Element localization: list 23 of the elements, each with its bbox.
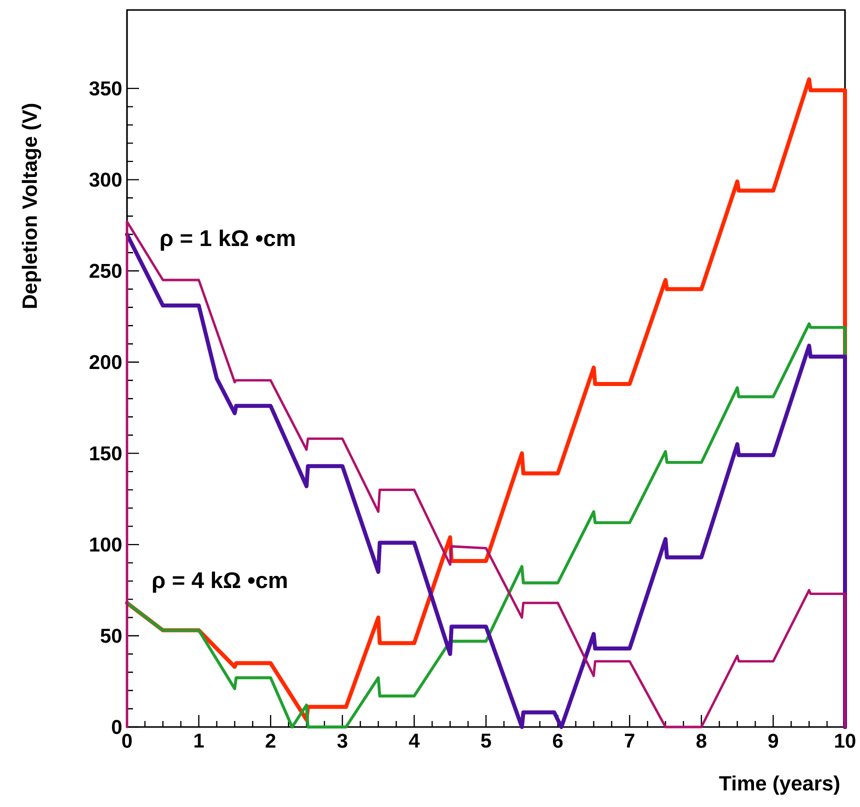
x-tick-label: 1 xyxy=(194,734,204,748)
x-tick-label: 7 xyxy=(624,734,634,748)
x-tick-label: 3 xyxy=(337,734,348,748)
x-tick-label: 10 xyxy=(835,734,856,748)
annotation: ρ = 4 kΩ •cm xyxy=(152,572,287,593)
y-tick-label: 0 xyxy=(112,720,122,734)
x-tick-label: 5 xyxy=(481,734,492,748)
y-tick-label: 200 xyxy=(90,355,122,370)
annotation: ρ = 1 kΩ •cm xyxy=(160,230,295,251)
x-tick-label: 4 xyxy=(408,734,420,748)
x-tick-label: 6 xyxy=(552,734,563,748)
y-tick-label: 100 xyxy=(90,537,122,552)
x-tick-label: 8 xyxy=(696,734,706,748)
y-tick-label: 350 xyxy=(89,81,122,96)
y-tick-label: 150 xyxy=(90,446,122,460)
x-tick-label: 0 xyxy=(122,734,132,748)
y-axis-title: Depletion Voltage (V) xyxy=(22,104,42,308)
x-tick-label: 9 xyxy=(768,734,778,748)
y-tick-label: 50 xyxy=(100,628,122,643)
y-tick-label: 250 xyxy=(90,264,122,278)
x-tick-label: 2 xyxy=(266,734,276,748)
x-axis-title: Time (years) xyxy=(719,775,840,795)
y-tick-label: 300 xyxy=(89,172,122,187)
